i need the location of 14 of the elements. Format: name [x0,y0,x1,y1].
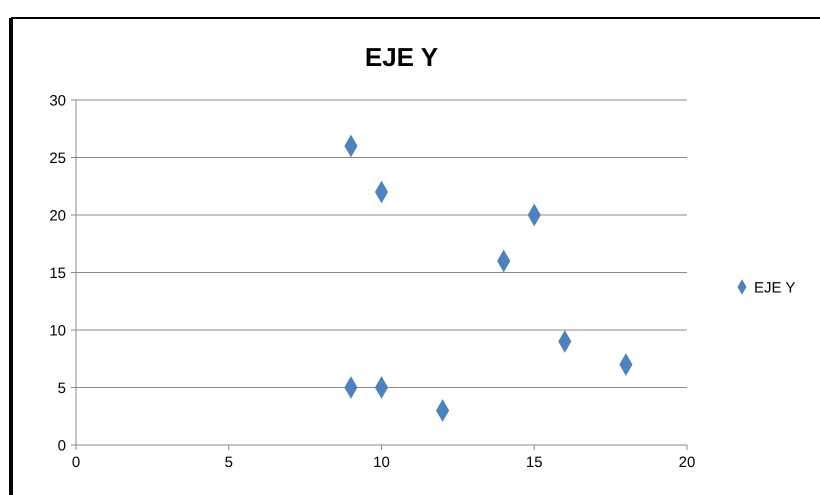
x-tick-label: 10 [373,454,390,471]
y-tick-label: 20 [49,207,66,224]
y-tick-label: 5 [58,380,66,397]
y-tick-label: 30 [49,92,66,110]
y-tick-label: 0 [58,437,66,454]
y-tick-label: 10 [49,322,66,340]
x-tick-label: 5 [224,454,233,471]
y-tick-label: 25 [49,150,66,167]
x-tick-label: 15 [526,454,543,471]
y-tick-label: 15 [49,264,66,282]
x-tick-label: 20 [678,454,696,471]
x-tick-label: 0 [72,454,80,471]
chart-title: EJE Y [364,42,438,72]
legend-label: EJE Y [754,279,796,296]
